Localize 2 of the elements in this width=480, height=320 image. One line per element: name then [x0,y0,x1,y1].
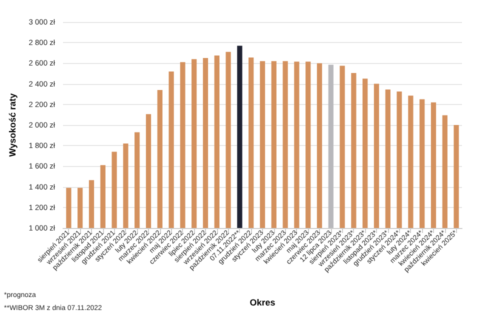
y-axis-title: Wysokość raty [8,93,18,157]
x-axis-title: Okres [250,298,276,308]
